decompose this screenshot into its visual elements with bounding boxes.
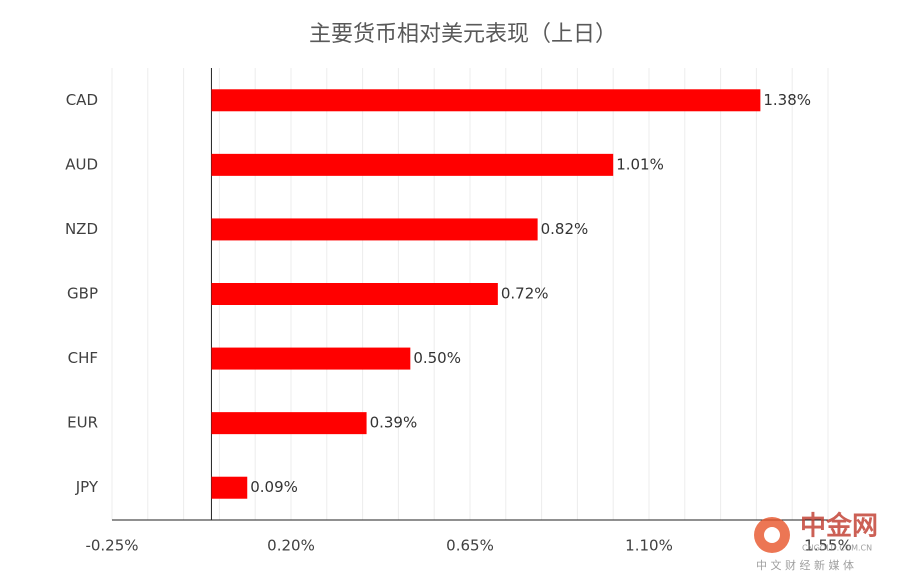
x-tick-label: 1.55% <box>804 537 852 555</box>
bar <box>211 89 761 112</box>
y-tick-label: NZD <box>65 220 98 238</box>
value-label: 0.82% <box>541 220 589 238</box>
bar <box>211 412 367 435</box>
y-tick-label: AUD <box>65 155 98 173</box>
watermark-slogan: 中 文 财 经 新 媒 体 <box>756 558 854 572</box>
watermark-url: CNGOLD.COM.CN <box>802 544 872 553</box>
watermark-name: 中金网 <box>800 511 878 542</box>
x-tick-label: -0.25% <box>85 537 138 555</box>
bar <box>211 476 248 499</box>
y-tick-label: EUR <box>67 414 98 432</box>
bar <box>211 218 538 241</box>
x-tick-label: 1.10% <box>625 537 673 555</box>
value-label: 0.09% <box>250 478 298 496</box>
x-tick-label: 0.65% <box>446 537 494 555</box>
bar <box>211 347 411 370</box>
watermark-logo-inner <box>764 527 780 543</box>
value-label: 0.72% <box>501 285 549 303</box>
y-tick-label: JPY <box>75 478 99 496</box>
value-label: 1.01% <box>616 155 664 173</box>
chart-title: 主要货币相对美元表现（上日） <box>309 22 617 47</box>
value-label: 0.50% <box>413 349 461 367</box>
value-label: 0.39% <box>370 414 418 432</box>
bar <box>211 283 498 305</box>
value-label: 1.38% <box>763 91 811 109</box>
x-tick-label: 0.20% <box>267 537 315 555</box>
y-tick-label: CAD <box>66 91 98 109</box>
y-tick-label: CHF <box>68 349 98 367</box>
bar <box>211 153 614 176</box>
y-tick-label: GBP <box>67 285 98 303</box>
watermark: 中金网 CNGOLD.COM.CN 中 文 财 经 新 媒 体 <box>754 511 878 572</box>
